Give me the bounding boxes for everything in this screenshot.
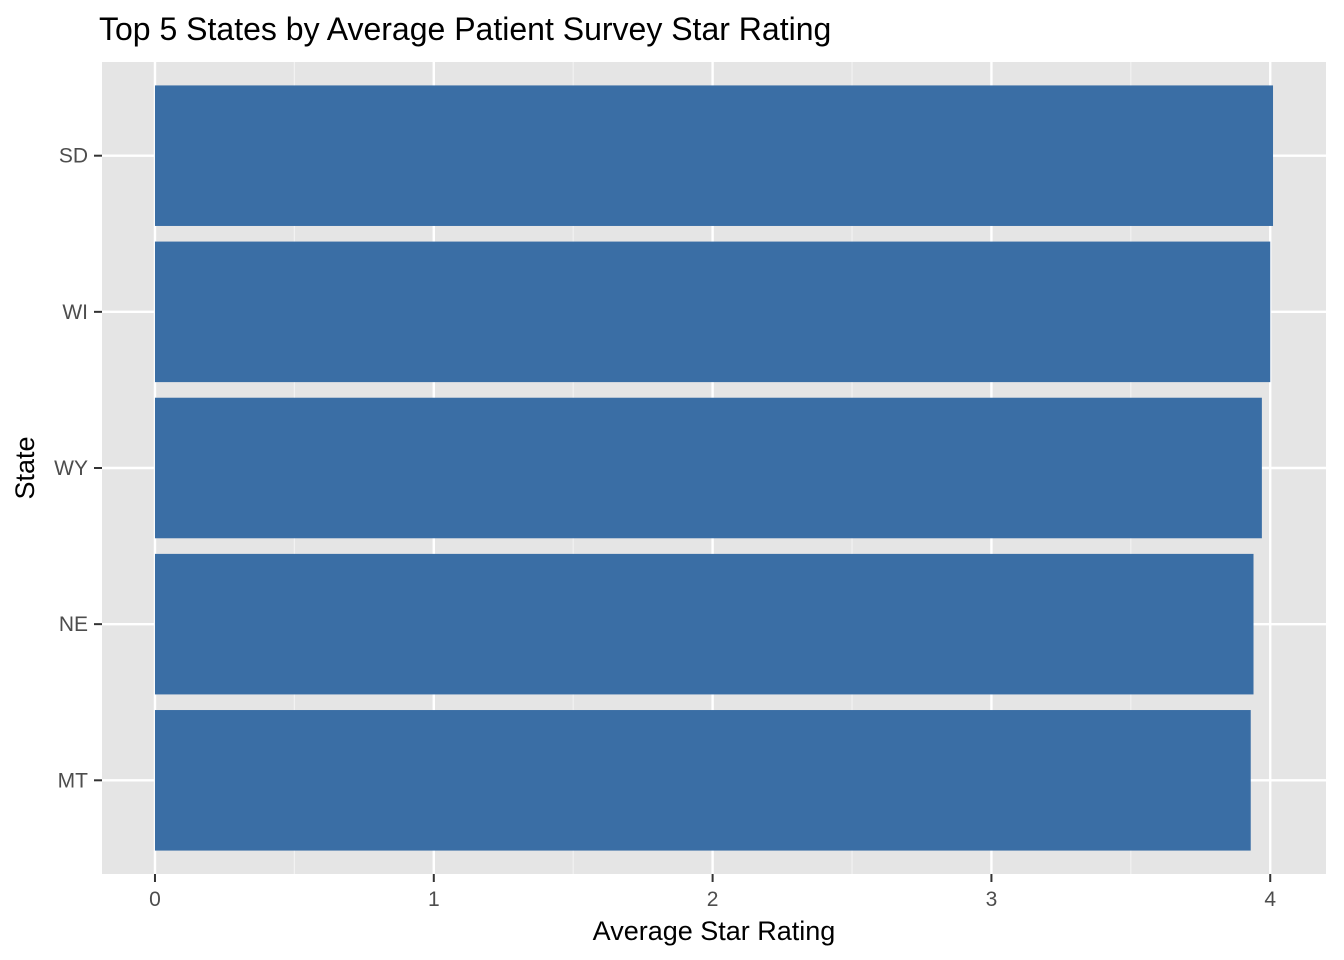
y-axis-title: State [10, 436, 40, 499]
y-tick-label: WY [54, 457, 88, 480]
y-tick-label: NE [59, 613, 88, 636]
x-tick-label: 2 [707, 888, 719, 911]
y-axis: MT NE WY WI SD [54, 145, 102, 792]
y-tick-label: WI [62, 301, 88, 324]
bar-sd [154, 85, 1274, 226]
y-tick-label: SD [59, 145, 88, 168]
bars [154, 85, 1274, 851]
x-tick-label: 4 [1264, 888, 1276, 911]
x-tick-label: 3 [986, 888, 998, 911]
chart-title: Top 5 States by Average Patient Survey S… [99, 11, 831, 47]
bar-mt [154, 710, 1251, 851]
x-tick-label: 1 [428, 888, 440, 911]
x-axis: 0 1 2 3 4 [149, 874, 1276, 911]
bar-wy [154, 397, 1262, 539]
bar-ne [154, 553, 1254, 695]
y-tick-label: MT [58, 769, 88, 792]
x-tick-label: 0 [149, 888, 161, 911]
x-axis-title: Average Star Rating [593, 916, 836, 946]
bar-wi [154, 241, 1271, 383]
